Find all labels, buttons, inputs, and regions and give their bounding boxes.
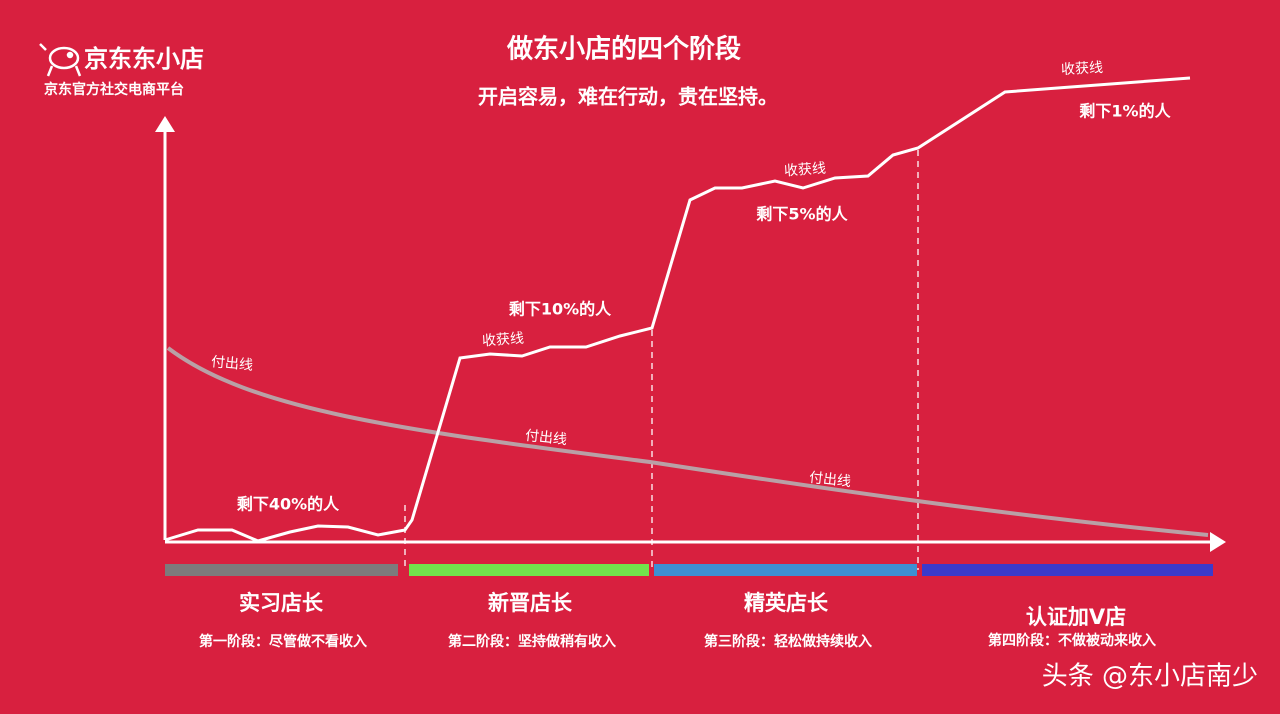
logo-tagline: 京东官方社交电商平台 xyxy=(44,81,184,98)
logo-name: 京东东小店 xyxy=(84,45,204,73)
stage-name: 新晋店长 xyxy=(488,591,573,615)
stage-bar xyxy=(165,564,398,576)
effort-label: 付出线 xyxy=(524,428,567,448)
annotation: 剩下10%的人 xyxy=(509,300,612,319)
stage-name: 精英店长 xyxy=(744,591,829,615)
harvest-label: 收获线 xyxy=(481,331,524,350)
subtitle: 开启容易，难在行动，贵在坚持。 xyxy=(478,85,778,109)
harvest-label: 收获线 xyxy=(1061,60,1104,78)
effort-line xyxy=(166,346,1209,537)
stage-desc: 第三阶段：轻松做持续收入 xyxy=(704,633,872,650)
stage-name: 实习店长 xyxy=(239,591,324,615)
stage-desc: 第二阶段：坚持做稍有收入 xyxy=(448,633,616,650)
stage-desc: 第四阶段：不做被动来收入 xyxy=(988,632,1156,649)
stage-desc: 第一阶段：尽管做不看收入 xyxy=(199,633,367,650)
annotation: 剩下1%的人 xyxy=(1079,102,1171,121)
effort-label: 付出线 xyxy=(210,354,253,374)
annotation: 剩下5%的人 xyxy=(756,205,848,224)
effort-label: 付出线 xyxy=(808,470,851,490)
stage-bar xyxy=(654,564,917,576)
stage-bar xyxy=(922,564,1213,576)
stage-dividers xyxy=(404,150,919,570)
stage-bar xyxy=(409,564,649,576)
harvest-label: 收获线 xyxy=(783,161,826,180)
title: 做东小店的四个阶段 xyxy=(506,34,741,65)
stage-name: 认证加V店 xyxy=(1026,605,1126,629)
logo-icon xyxy=(39,43,82,77)
annotation: 剩下40%的人 xyxy=(237,495,340,514)
harvest-line xyxy=(164,76,1191,543)
axes xyxy=(155,116,1226,552)
watermark: 头条 @东小店南少 xyxy=(1042,662,1258,692)
